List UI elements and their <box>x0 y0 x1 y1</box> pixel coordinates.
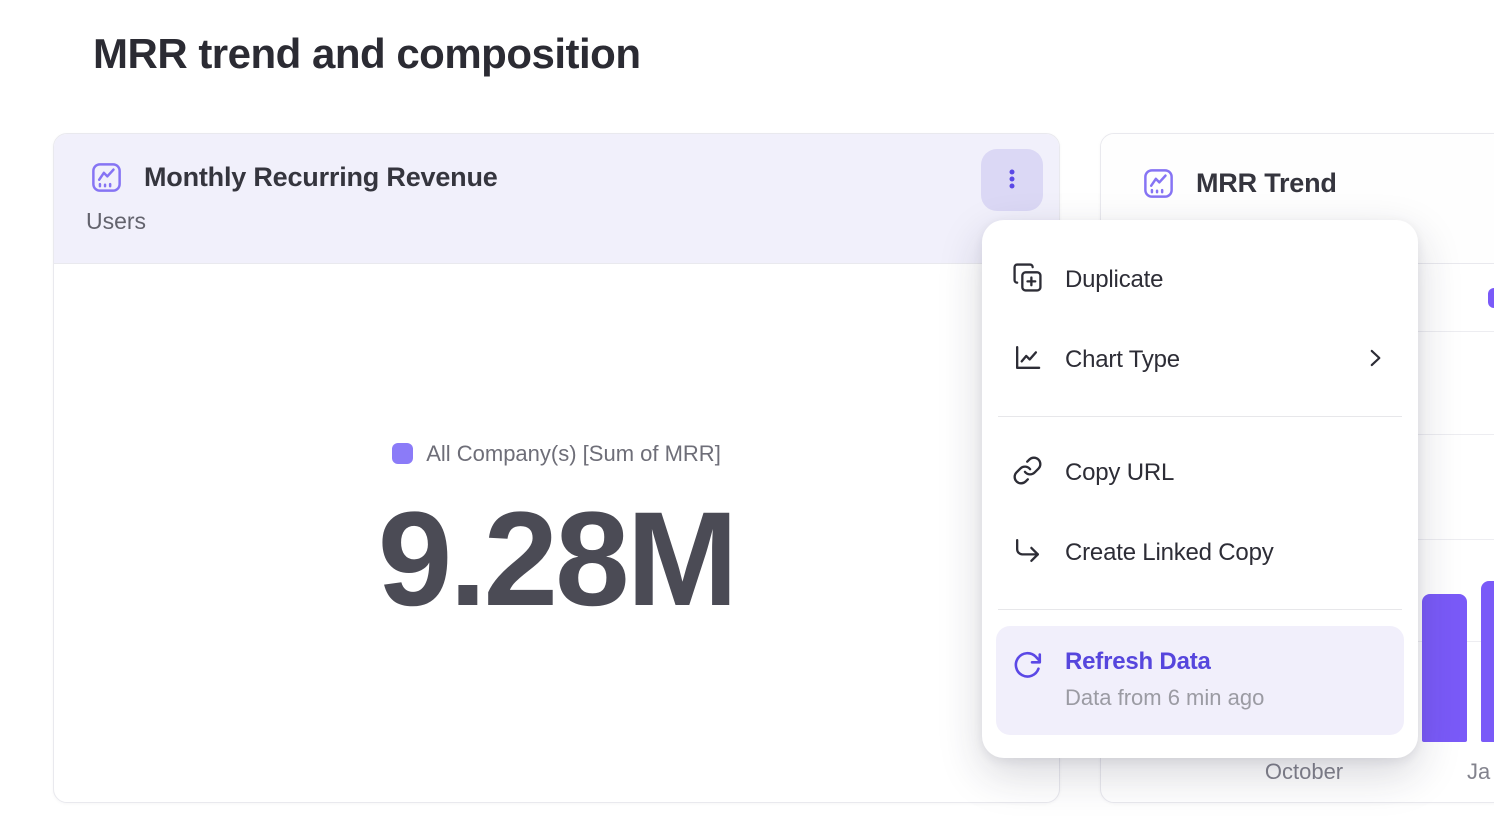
legend-label: All Company(s) [Sum of MRR] <box>426 440 721 466</box>
menu-divider <box>998 609 1402 610</box>
page-title: MRR trend and composition <box>93 30 641 77</box>
legend-swatch <box>392 443 414 464</box>
mrr-card-title: Monthly Recurring Revenue <box>144 162 498 192</box>
mrr-value: 9.28M <box>377 484 738 634</box>
mrr-card: Monthly Recurring Revenue Users All Comp… <box>53 133 1060 803</box>
menu-item-label: Chart Type <box>1065 346 1180 373</box>
refresh-icon <box>1012 648 1043 711</box>
menu-item-label: Create Linked Copy <box>1065 539 1274 566</box>
mrr-card-subtitle: Users <box>86 208 147 234</box>
kebab-menu-button[interactable] <box>981 149 1043 211</box>
mrr-card-body: All Company(s) [Sum of MRR] 9.28M <box>54 265 1059 802</box>
trend-legend-swatch <box>1488 288 1494 308</box>
chart-bar <box>1481 581 1494 742</box>
create-linked-copy-icon <box>1012 535 1043 571</box>
context-menu: Duplicate Chart Type <box>982 220 1418 758</box>
refresh-data-description: Data from 6 min ago <box>1065 685 1265 710</box>
menu-item-label: Copy URL <box>1065 459 1175 486</box>
kebab-menu-icon <box>999 166 1025 195</box>
menu-item-refresh-data[interactable]: Refresh Data Data from 6 min ago <box>996 626 1404 735</box>
menu-divider <box>998 416 1402 417</box>
x-axis-label-january: Ja <box>1467 759 1491 784</box>
menu-item-copy-url[interactable]: Copy URL <box>982 433 1418 513</box>
chevron-right-icon <box>1362 345 1388 376</box>
mrr-legend: All Company(s) [Sum of MRR] <box>392 441 721 467</box>
menu-item-chart-type[interactable]: Chart Type <box>982 320 1418 400</box>
chart-widget-icon <box>89 160 124 195</box>
mrr-card-header: Monthly Recurring Revenue Users <box>54 134 1059 264</box>
chart-widget-icon <box>1141 166 1176 201</box>
refresh-data-label: Refresh Data <box>1065 648 1211 675</box>
chart-bar <box>1422 594 1467 742</box>
chart-type-icon <box>1012 342 1043 378</box>
menu-item-label: Duplicate <box>1065 266 1164 293</box>
menu-item-create-linked-copy[interactable]: Create Linked Copy <box>982 513 1418 593</box>
copy-url-icon <box>1012 455 1043 491</box>
x-axis-label-october: October <box>1264 759 1344 784</box>
menu-item-duplicate[interactable]: Duplicate <box>982 240 1418 320</box>
mrr-trend-card-title: MRR Trend <box>1196 168 1337 198</box>
duplicate-icon <box>1012 262 1043 298</box>
